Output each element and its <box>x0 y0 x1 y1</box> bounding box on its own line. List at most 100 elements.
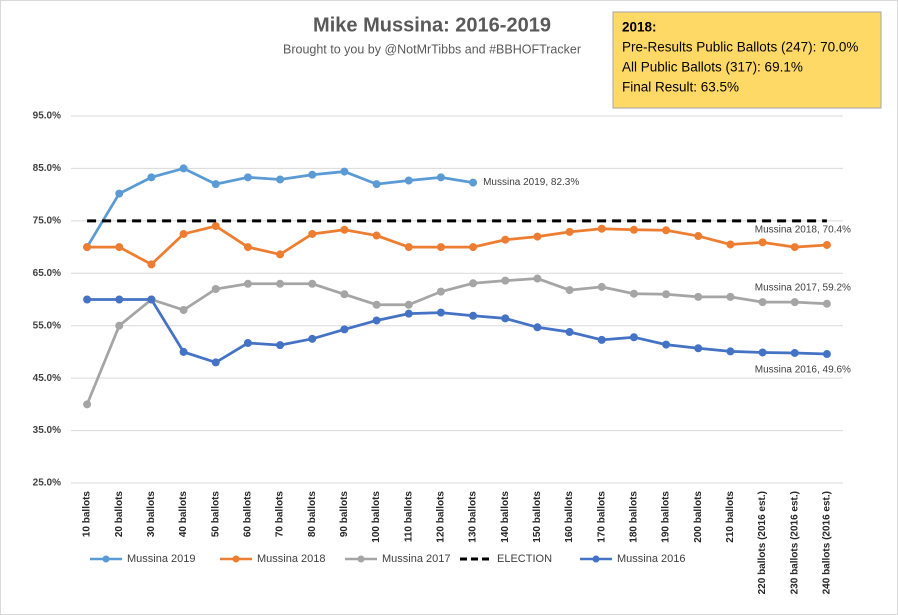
x-tick-label: 160 ballots <box>564 491 575 543</box>
y-tick-label: 25.0% <box>33 478 61 489</box>
point <box>501 276 510 285</box>
end-label: Mussina 2017, 59.2% <box>755 282 851 293</box>
point <box>83 400 92 409</box>
x-tick-label: 60 ballots <box>243 491 254 538</box>
x-tick-label: 170 ballots <box>596 491 607 543</box>
point <box>147 295 156 304</box>
point <box>662 290 671 299</box>
point <box>83 295 92 304</box>
x-tick-label: 100 ballots <box>371 491 382 543</box>
x-tick-label: 70 ballots <box>275 491 286 538</box>
point <box>276 279 285 288</box>
point <box>179 305 188 314</box>
point <box>533 274 542 283</box>
legend-label: Mussina 2017 <box>382 553 451 565</box>
legend-marker <box>102 555 110 563</box>
series-line <box>85 277 827 405</box>
x-tick-label: 80 ballots <box>307 491 318 538</box>
point <box>436 308 445 317</box>
point <box>629 333 638 342</box>
point <box>597 282 606 291</box>
x-tick-label: 10 ballots <box>82 491 93 538</box>
point <box>758 298 767 307</box>
point <box>179 229 188 238</box>
legend-marker <box>592 555 600 563</box>
end-label: Mussina 2019, 82.3% <box>483 177 579 188</box>
y-tick-label: 75.0% <box>33 215 61 226</box>
x-tick-label: 130 ballots <box>468 491 479 543</box>
x-tick-label: 30 ballots <box>146 491 157 538</box>
point <box>147 260 156 269</box>
point <box>179 347 188 356</box>
point <box>726 347 735 356</box>
point <box>629 289 638 298</box>
chart-title: Mike Mussina: 2016-2019 <box>313 14 551 36</box>
x-tick-label: 110 ballots <box>403 491 414 543</box>
point <box>404 309 413 318</box>
point <box>372 300 381 309</box>
point <box>340 325 349 334</box>
point <box>372 316 381 325</box>
point <box>662 226 671 235</box>
point <box>694 232 703 241</box>
point <box>276 175 285 184</box>
info-line: All Public Ballots (317): 69.1% <box>622 60 803 75</box>
info-heading: 2018: <box>622 20 657 35</box>
x-tick-label: 190 ballots <box>661 491 672 543</box>
x-tick-label: 40 ballots <box>178 491 189 538</box>
point <box>822 299 831 308</box>
info-line: Final Result: 63.5% <box>622 80 739 95</box>
y-tick-label: 85.0% <box>33 163 61 174</box>
point <box>533 323 542 332</box>
point <box>790 298 799 307</box>
point <box>340 290 349 299</box>
point <box>340 225 349 234</box>
point <box>211 180 220 189</box>
point <box>501 314 510 323</box>
point <box>469 243 478 252</box>
legend-label: ELECTION <box>497 553 552 565</box>
y-tick-label: 65.0% <box>33 268 61 279</box>
point <box>404 176 413 185</box>
point <box>726 292 735 301</box>
point <box>469 178 478 187</box>
point <box>372 180 381 189</box>
point <box>694 344 703 353</box>
point <box>308 334 317 343</box>
point <box>501 235 510 244</box>
point <box>436 287 445 296</box>
point <box>469 279 478 288</box>
point <box>243 279 252 288</box>
point <box>308 279 317 288</box>
legend-label: Mussina 2016 <box>617 553 686 565</box>
x-tick-label: 220 ballots (2016 est.) <box>757 491 768 594</box>
x-tick-label: 210 ballots <box>725 491 736 543</box>
info-line: Pre-Results Public Ballots (247): 70.0% <box>622 40 858 55</box>
x-tick-label: 150 ballots <box>532 491 543 543</box>
legend-marker <box>357 555 365 563</box>
x-tick-label: 20 ballots <box>114 491 125 538</box>
point <box>211 285 220 294</box>
point <box>597 335 606 344</box>
point <box>372 231 381 240</box>
point <box>179 164 188 173</box>
point <box>790 348 799 357</box>
point <box>469 311 478 320</box>
point <box>565 328 574 337</box>
end-label: Mussina 2018, 70.4% <box>755 225 851 236</box>
point <box>629 225 638 234</box>
point <box>436 173 445 182</box>
point <box>115 321 124 330</box>
x-tick-label: 180 ballots <box>629 491 640 543</box>
point <box>533 232 542 241</box>
point <box>115 243 124 252</box>
series-line <box>87 298 827 364</box>
y-tick-label: 95.0% <box>33 111 61 122</box>
point <box>243 339 252 348</box>
point <box>308 170 317 179</box>
point <box>726 240 735 249</box>
x-tick-label: 240 ballots (2016 est.) <box>822 491 833 594</box>
end-label: Mussina 2016, 49.6% <box>755 365 851 376</box>
point <box>308 229 317 238</box>
